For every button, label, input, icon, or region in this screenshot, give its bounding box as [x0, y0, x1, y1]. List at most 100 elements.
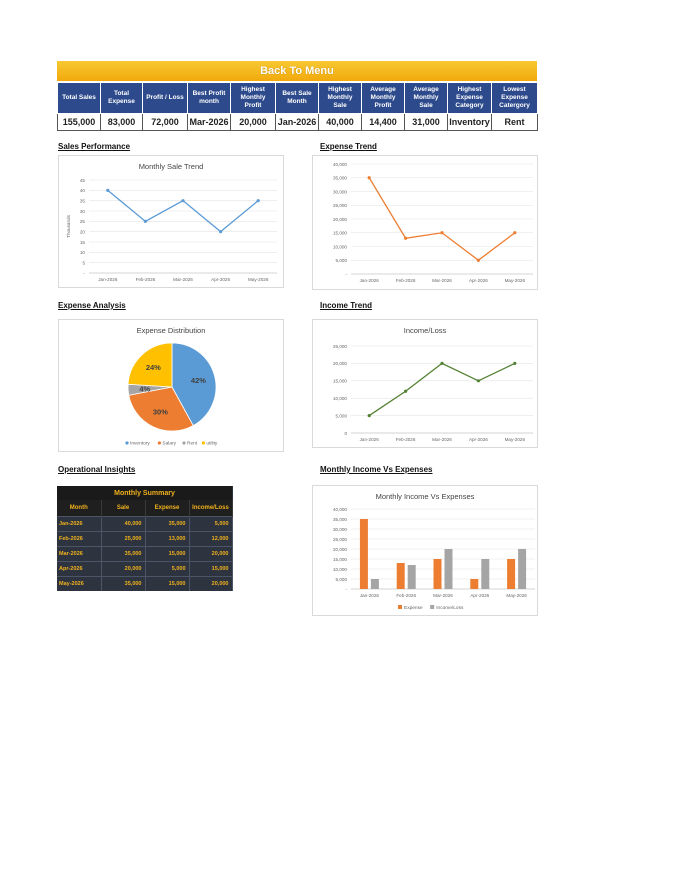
y-tick-label: 40: [80, 188, 86, 193]
x-tick-label: Apr-2026: [469, 278, 488, 283]
y-tick-label: -: [83, 271, 85, 276]
expense-trend-chart-svg: 5,000 10,000 15,000 20,000 25,000 30,000 35,00…: [333, 162, 533, 283]
y-tick-label: 25,000: [333, 203, 347, 208]
y-tick-label: 30,000: [333, 527, 347, 532]
bar-expense: [396, 563, 405, 589]
x-tick-label: Feb-2026: [396, 278, 416, 283]
kpi-value: 72,000: [142, 113, 188, 131]
y-tick-label: 35,000: [333, 517, 347, 522]
x-tick-label: Jan-2026: [360, 278, 380, 283]
summary-cell: 15,000: [145, 575, 190, 591]
chart-title: Monthly Sale Trend: [138, 162, 204, 171]
summary-cell: 15,000: [145, 545, 190, 561]
data-point: [143, 219, 147, 223]
x-tick-label: May-2026: [248, 277, 269, 282]
x-tick-label: Jan-2026: [98, 277, 118, 282]
legend-swatch: [182, 441, 186, 445]
bar-income-loss: [444, 549, 453, 589]
data-point: [106, 188, 110, 192]
legend-label: utility: [206, 441, 218, 447]
legend-label: Expense: [404, 605, 423, 611]
summary-cell: 25,000: [101, 530, 146, 546]
summary-cell: 35,000: [145, 515, 190, 531]
legend-label: Rent: [187, 441, 198, 447]
kpi-value: Inventory: [447, 113, 492, 131]
legend-swatch: [430, 605, 435, 609]
x-tick-label: May-2026: [506, 593, 527, 598]
chart-title: Expense Distribution: [136, 326, 206, 335]
data-point: [513, 231, 517, 235]
y-tick-label: 10,000: [333, 396, 347, 401]
y-tick-label: 30,000: [333, 189, 347, 194]
legend-swatch: [125, 441, 129, 445]
kpi-header: Total Sales: [57, 82, 101, 114]
kpi-header: Average Monthly Profit: [361, 82, 405, 114]
summary-cell: 40,000: [101, 515, 146, 531]
income-loss-chart-svg: 0 5,000 10,000 15,000 20,000 25,000 Jan-2026 Fe…: [333, 344, 533, 442]
x-tick-label: Jan-2026: [360, 437, 380, 442]
bar-expense: [433, 559, 442, 589]
pie-data-label: 30%: [153, 408, 168, 417]
back-to-menu-button[interactable]: Back To Menu: [57, 61, 537, 81]
y-tick-label: 25,000: [333, 537, 347, 542]
table-row: May-2026 35,000 15,000 20,000: [57, 575, 233, 591]
y-tick-label: 35: [80, 198, 86, 203]
summary-cell: 12,000: [189, 530, 233, 546]
monthly-summary-table: Monthly Summary Month Sale Expense Incom…: [57, 486, 233, 591]
x-tick-label: Feb-2026: [396, 593, 416, 598]
x-tick-label: Apr-2026: [469, 437, 488, 442]
income-vs-expense-chart-svg: 5,000 10,000 15,000 20,000 25,000 30,000 35,00…: [333, 507, 535, 611]
y-tick-label: -: [345, 272, 347, 277]
kpi-value-row: 155,000 83,000 72,000 Mar-2026 20,000 Ja…: [57, 113, 538, 131]
legend-label: Inventory: [130, 441, 150, 447]
bar-expense: [507, 559, 516, 589]
summary-cell: Feb-2026: [57, 530, 102, 546]
pie-slice-utility: [127, 342, 173, 388]
y-tick-label: 40,000: [333, 162, 347, 167]
section-title-operational-insights: Operational Insights: [58, 465, 136, 474]
bar-income-loss: [481, 559, 490, 589]
kpi-header: Total Expense: [100, 82, 143, 114]
chart-title: Income/Loss: [403, 326, 447, 335]
x-tick-label: Feb-2026: [136, 277, 156, 282]
kpi-header: Average Monthly Sale: [404, 82, 448, 114]
monthly-sale-chart: Monthly Sale Trend 5 10 15 20 25 30 35 40 45 - Jan…: [58, 155, 284, 288]
x-tick-label: Feb-2026: [396, 437, 416, 442]
y-tick-label: 10: [80, 250, 86, 255]
y-tick-label: 30: [80, 209, 86, 214]
data-point: [476, 258, 480, 262]
summary-cell: Mar-2026: [57, 545, 102, 561]
legend-label: Income/Loss: [436, 605, 464, 611]
x-tick-label: Apr-2026: [211, 277, 230, 282]
kpi-value: 20,000: [230, 113, 276, 131]
pie-data-label: 42%: [191, 376, 206, 385]
bar-income-loss: [370, 579, 379, 589]
y-tick-label: 25: [80, 219, 86, 224]
data-point: [219, 230, 223, 234]
summary-cell: 20,000: [101, 560, 146, 576]
summary-cell: Jan-2026: [57, 515, 102, 531]
table-row: Mar-2026 35,000 15,000 20,000: [57, 545, 233, 561]
y-tick-label: 15,000: [333, 379, 347, 384]
summary-cell: 15,000: [189, 560, 233, 576]
kpi-value: Mar-2026: [187, 113, 231, 131]
x-tick-label: Jan-2026: [360, 593, 380, 598]
data-point: [181, 199, 185, 203]
data-point: [513, 361, 517, 365]
legend-label: Salary: [162, 441, 176, 447]
x-tick-label: Mar-2026: [173, 277, 193, 282]
data-point: [404, 236, 408, 240]
y-tick-label: 15,000: [333, 557, 347, 562]
series-line: [368, 362, 516, 417]
kpi-header: Highest Expense Category: [447, 82, 492, 114]
kpi-header: Best Profit month: [187, 82, 231, 114]
kpi-header: Highest Monthly Sale: [318, 82, 362, 114]
data-point: [367, 176, 371, 180]
section-title-expense-trend: Expense Trend: [320, 142, 377, 151]
summary-cell: 35,000: [101, 575, 146, 591]
data-point: [404, 389, 408, 393]
summary-header: Expense: [145, 500, 190, 516]
summary-cell: 20,000: [189, 575, 233, 591]
kpi-value: Rent: [491, 113, 538, 131]
summary-header: Month: [57, 500, 102, 516]
